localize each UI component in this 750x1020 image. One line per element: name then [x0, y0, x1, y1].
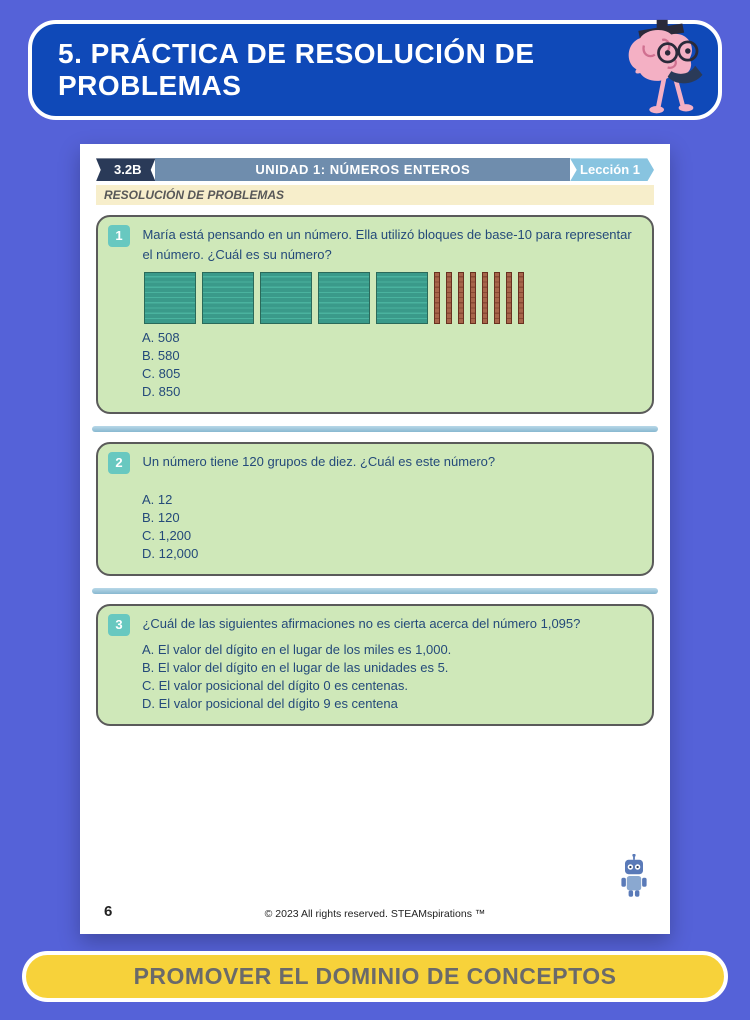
choice: B. El valor del dígito en el lugar de la…: [142, 660, 640, 675]
choice: C. El valor posicional del dígito 0 es c…: [142, 678, 640, 693]
separator: [92, 588, 658, 594]
ten-rod-icon: [518, 272, 524, 324]
choice: D. El valor posicional del dígito 9 es c…: [142, 696, 640, 711]
separator: [92, 426, 658, 432]
problem-card: 1 María está pensando en un número. Ella…: [96, 215, 654, 414]
choice: A. 508: [142, 330, 640, 345]
choice: C. 805: [142, 366, 640, 381]
ten-rod-icon: [494, 272, 500, 324]
problem-number: 2: [108, 452, 130, 474]
problem-number: 3: [108, 614, 130, 636]
choice: B. 120: [142, 510, 640, 525]
choice: B. 580: [142, 348, 640, 363]
answer-choices: A. 508 B. 580 C. 805 D. 850: [142, 330, 640, 399]
hundred-block-icon: [144, 272, 196, 324]
worksheet-header: 3.2B UNIDAD 1: NÚMEROS ENTEROS Lección 1: [96, 158, 654, 181]
base10-blocks: [144, 272, 640, 324]
ten-rod-icon: [434, 272, 440, 324]
standard-code: 3.2B: [96, 158, 155, 181]
ten-rod-icon: [470, 272, 476, 324]
problem-text: ¿Cuál de las siguientes afirmaciones no …: [142, 614, 636, 634]
ten-rod-icon: [482, 272, 488, 324]
answer-choices: A. 12 B. 120 C. 1,200 D. 12,000: [142, 492, 640, 561]
choice: C. 1,200: [142, 528, 640, 543]
answer-choices: A. El valor del dígito en el lugar de lo…: [142, 642, 640, 711]
choice: A. El valor del dígito en el lugar de lo…: [142, 642, 640, 657]
hundred-block-icon: [260, 272, 312, 324]
section-title: RESOLUCIÓN DE PROBLEMAS: [96, 185, 654, 205]
ten-rod-icon: [446, 272, 452, 324]
problem-text: Un número tiene 120 grupos de diez. ¿Cuá…: [142, 452, 636, 472]
choice: D. 850: [142, 384, 640, 399]
ten-rod-icon: [458, 272, 464, 324]
copyright-text: © 2023 All rights reserved. STEAMspirati…: [80, 908, 670, 920]
robot-icon: [616, 854, 652, 898]
hundred-block-icon: [318, 272, 370, 324]
choice: D. 12,000: [142, 546, 640, 561]
footer-text: PROMOVER EL DOMINIO DE CONCEPTOS: [134, 963, 617, 989]
unit-title: UNIDAD 1: NÚMEROS ENTEROS: [155, 158, 570, 181]
ten-rod-icon: [506, 272, 512, 324]
hundred-block-icon: [376, 272, 428, 324]
hundred-block-icon: [202, 272, 254, 324]
header-banner: 5. PRÁCTICA DE RESOLUCIÓN DE PROBLEMAS: [28, 20, 722, 120]
problem-text: María está pensando en un número. Ella u…: [142, 225, 636, 264]
lesson-label: Lección 1: [570, 158, 654, 181]
worksheet-page: 3.2B UNIDAD 1: NÚMEROS ENTEROS Lección 1…: [80, 144, 670, 934]
problem-number: 1: [108, 225, 130, 247]
problem-card: 2 Un número tiene 120 grupos de diez. ¿C…: [96, 442, 654, 576]
header-title: 5. PRÁCTICA DE RESOLUCIÓN DE PROBLEMAS: [58, 38, 618, 102]
choice: A. 12: [142, 492, 640, 507]
problem-card: 3 ¿Cuál de las siguientes afirmaciones n…: [96, 604, 654, 726]
brain-mascot-icon: [618, 18, 710, 128]
footer-banner: PROMOVER EL DOMINIO DE CONCEPTOS: [22, 951, 728, 1002]
